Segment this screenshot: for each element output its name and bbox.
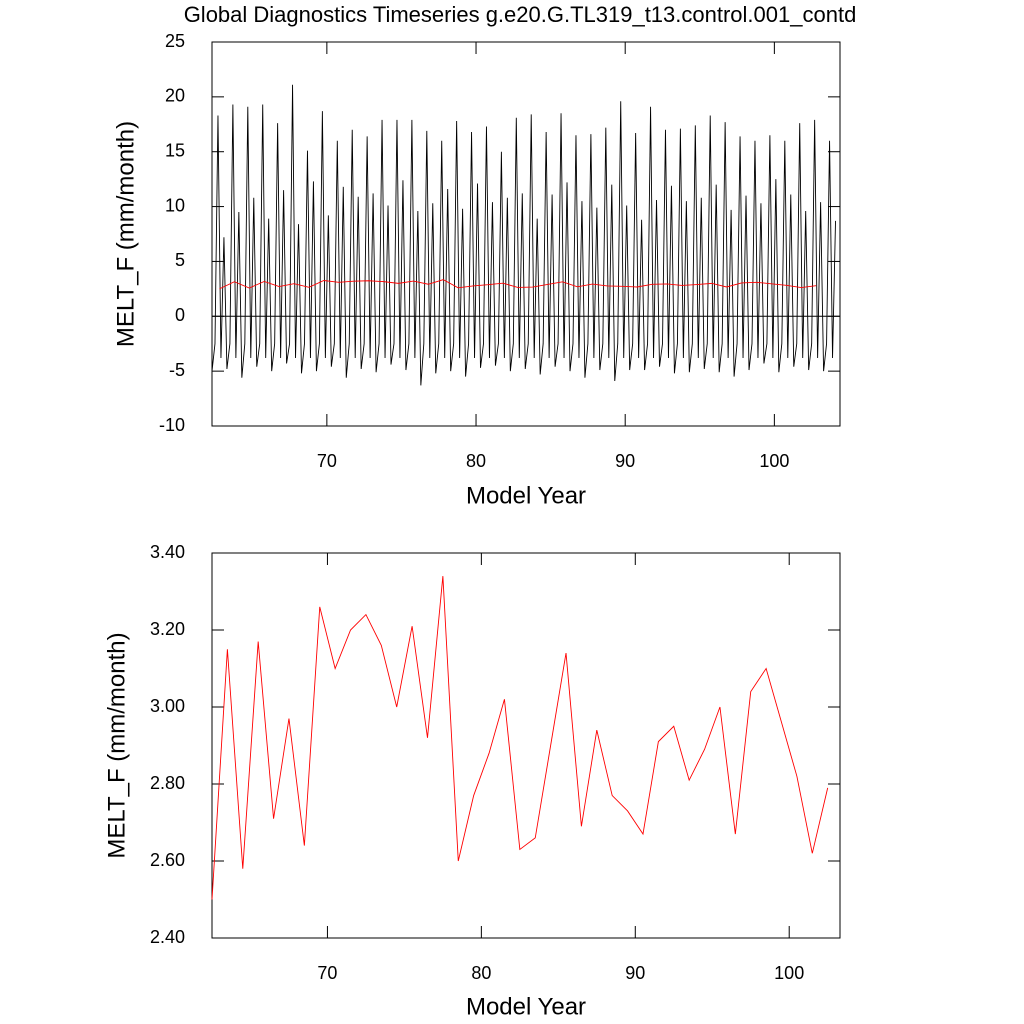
y-tick-label: 3.20 — [150, 619, 185, 639]
y-tick-label: 0 — [175, 305, 185, 325]
y-axis-title: MELT_F (mm/month) — [112, 121, 139, 347]
y-tick-label: 2.60 — [150, 850, 185, 870]
y-tick-label: 25 — [165, 31, 185, 51]
y-tick-label: 15 — [165, 140, 185, 160]
plot-frame — [211, 41, 841, 427]
data-line — [211, 84, 836, 386]
x-tick-label: 70 — [317, 451, 337, 471]
data-line — [211, 576, 829, 900]
y-tick-label: 3.00 — [150, 696, 185, 716]
y-tick-label: 10 — [165, 195, 185, 215]
chart-title: Global Diagnostics Timeseries g.e20.G.TL… — [184, 2, 857, 27]
y-tick-label: 3.40 — [150, 542, 185, 562]
y-tick-label: -10 — [159, 415, 185, 435]
x-tick-label: 90 — [615, 451, 635, 471]
y-tick-label: 2.80 — [150, 773, 185, 793]
data-line — [219, 279, 817, 290]
y-tick-label: 2.40 — [150, 927, 185, 947]
x-axis-title: Model Year — [466, 482, 586, 509]
y-tick-label: -5 — [169, 360, 185, 380]
y-tick-label: 20 — [165, 86, 185, 106]
x-tick-label: 70 — [317, 963, 337, 983]
x-tick-label: 80 — [471, 963, 491, 983]
x-tick-label: 100 — [759, 451, 789, 471]
y-axis-title: MELT_F (mm/month) — [103, 632, 130, 858]
x-tick-label: 100 — [774, 963, 804, 983]
x-tick-label: 90 — [625, 963, 645, 983]
x-tick-label: 80 — [466, 451, 486, 471]
y-tick-label: 5 — [175, 250, 185, 270]
plot-frame — [211, 552, 841, 939]
x-axis-title: Model Year — [466, 993, 586, 1020]
